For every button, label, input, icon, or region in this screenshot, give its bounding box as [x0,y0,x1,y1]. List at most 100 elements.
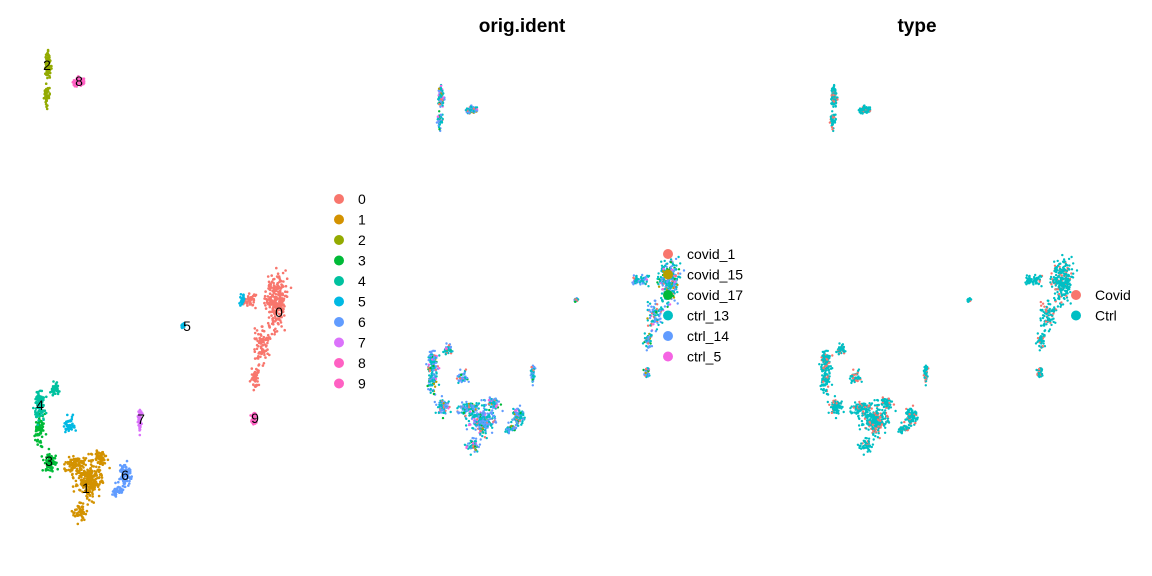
type-Ctrl-point [873,416,876,420]
type-Ctrl-point [882,405,886,409]
cluster-0-point [271,320,275,324]
orig-ident-scatter-points [425,83,686,456]
orig-ident-ctrl_13-point [647,285,650,288]
type-Ctrl-point [821,354,824,357]
cluster-4-point [39,397,43,401]
type-Covid-point [832,401,835,404]
type-Ctrl-point [858,376,862,380]
cluster-2-point [43,92,47,95]
type-Ctrl-point [1040,275,1043,278]
orig-ident-ctrl_13-point [437,411,441,415]
type-Ctrl-point [1035,280,1038,283]
cluster-1-point [71,485,75,488]
type-Ctrl-point [1060,270,1063,273]
cluster-6-point [114,481,117,485]
cluster-0-point [284,269,287,272]
cluster-6-point [113,487,117,491]
type-Ctrl-point [910,424,913,427]
orig-ident-ctrl_14-point [478,426,481,429]
cluster-1-point [91,458,95,462]
cluster-0-point [249,300,252,304]
orig-ident-ctrl_13-point [472,415,476,419]
cluster-4-point [34,407,38,410]
orig-ident-ctrl_13-point [647,367,650,370]
orig-ident-ctrl_13-point [480,404,484,407]
orig-ident-ctrl_14-point [437,119,440,123]
orig-ident-legend-key-ctrl_5 [663,351,673,362]
orig-ident-ctrl_14-point [679,272,682,275]
cluster-5-point [68,427,72,431]
type-Covid-point [1043,305,1046,308]
type-Ctrl-point [833,405,836,408]
cluster-3-point [38,441,42,444]
orig-ident-ctrl_13-point [677,255,680,259]
cluster-5-point [65,424,69,428]
type-Ctrl-point [840,344,844,347]
cluster-5-point [64,430,67,434]
orig-ident-ctrl_14-point [467,442,470,445]
type-Ctrl-point [867,437,871,440]
type-Ctrl-point [828,380,831,383]
clusters-legend-key-3 [334,255,344,266]
cluster-1-point [93,486,96,489]
cluster-4-point [39,408,42,412]
cluster-0-point [262,329,266,333]
orig-ident-legend-label-ctrl_5: ctrl_5 [687,349,721,365]
cluster-4-point [44,411,48,415]
type-Ctrl-point [834,104,837,107]
orig-ident-covid_1-point [427,366,430,369]
type-Ctrl-point [1054,284,1058,287]
orig-ident-ctrl_5-point [445,347,448,350]
orig-ident-ctrl_13-point [675,285,678,288]
type-Ctrl-point [826,349,829,353]
orig-ident-ctrl_5-point [469,410,472,413]
orig-ident-ctrl_14-point [483,412,486,415]
orig-ident-ctrl_14-point [648,345,652,348]
cluster-1-point [82,456,85,460]
cluster-6-point [121,468,125,472]
cluster-1-point [92,479,96,482]
orig-ident-ctrl_14-point [487,423,491,426]
cluster-0-point [275,302,278,305]
cluster-0-point [280,297,284,300]
cluster-1-point [77,459,80,462]
orig-ident-ctrl_5-point [471,441,475,445]
type-Ctrl-point [1063,268,1067,271]
type-Ctrl-point [900,430,904,433]
orig-ident-ctrl_13-point [486,415,489,419]
cluster-1-point [74,464,78,468]
cluster-1-point [98,462,102,466]
cluster-4-point [39,414,42,418]
orig-ident-ctrl_14-point [507,421,510,424]
orig-ident-covid_17-point [655,311,658,314]
cluster-3-point [39,444,43,448]
cluster-6-point [125,459,129,463]
type-Ctrl-point [822,387,825,391]
cluster-2-point [49,59,52,62]
cluster-0-point [264,356,267,359]
cluster-4-point [52,380,55,383]
cluster-0-point [282,299,285,302]
cluster-3-point [40,455,44,458]
orig-ident-ctrl_13-point [646,300,649,304]
type-Ctrl-point [834,117,837,121]
cluster-6-point [125,479,129,482]
cluster-0-point [266,348,269,351]
orig-ident-covid_1-point [458,377,462,380]
type-Ctrl-point [826,355,829,359]
orig-ident-ctrl_13-point [457,381,460,385]
cluster-1-point [93,474,96,477]
type-Ctrl-point [865,437,868,440]
type-Ctrl-point [1041,316,1045,320]
cluster-1-point [102,453,105,456]
cluster-1-point [96,461,100,465]
orig-ident-ctrl_14-point [666,280,669,284]
cluster-1-point [88,489,91,492]
cluster-1-point [80,483,84,487]
cluster-0-point [271,307,275,311]
orig-ident-ctrl_14-point [479,438,482,441]
cluster-0-point [266,341,269,345]
orig-ident-ctrl_13-point [469,453,472,456]
type-Ctrl-point [854,405,858,408]
type-Ctrl-point [1056,305,1060,308]
